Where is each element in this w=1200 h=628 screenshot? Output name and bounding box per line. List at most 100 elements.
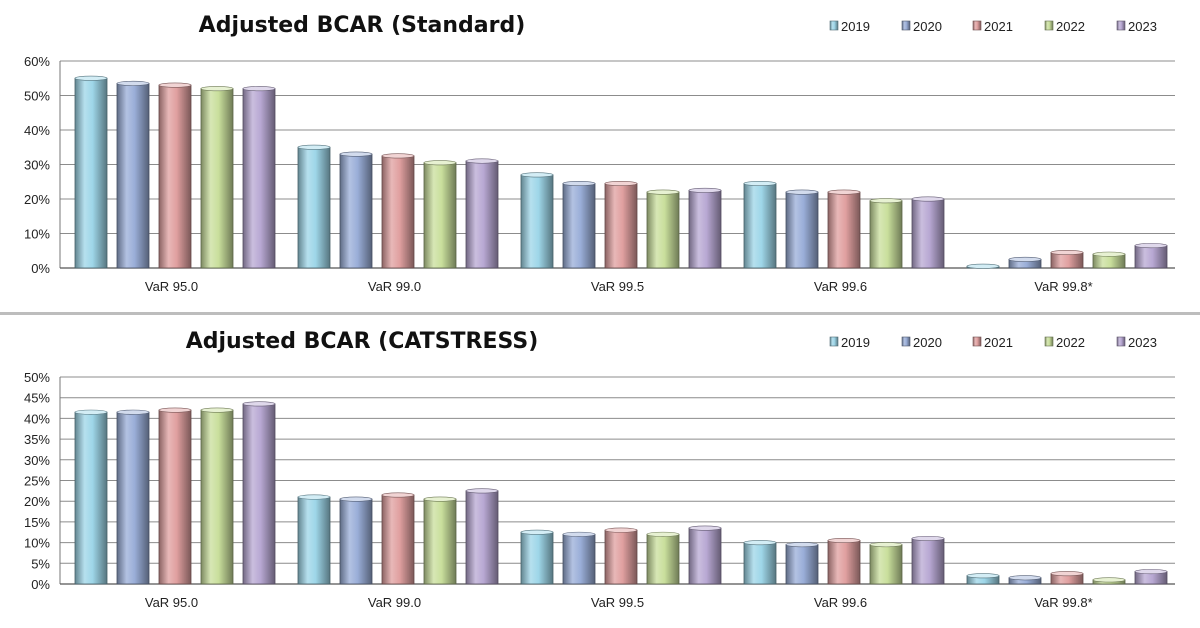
- bar-2023: [465, 490, 499, 585]
- bar-cap: [423, 496, 457, 502]
- bar-2022: [646, 191, 680, 269]
- bar-cap: [688, 525, 722, 531]
- bar-2021: [604, 529, 638, 585]
- bar-2023: [911, 198, 945, 269]
- bar-cap: [743, 540, 777, 546]
- legend-item-2023: 2023: [1116, 19, 1157, 34]
- bar-cap: [116, 409, 150, 415]
- bar-2019: [297, 496, 331, 585]
- bar-2023: [1134, 245, 1168, 269]
- y-tick-label: 10%: [24, 227, 50, 242]
- x-tick-label: VaR 99.5: [591, 595, 644, 610]
- bar-2019: [743, 542, 777, 585]
- bar-2022: [423, 162, 457, 269]
- bar-2021: [827, 191, 861, 269]
- bar-2022: [200, 409, 234, 585]
- legend-label: 2021: [984, 335, 1013, 350]
- legend-label: 2022: [1056, 335, 1085, 350]
- bar-2019: [74, 411, 108, 585]
- bar-2021: [158, 84, 192, 269]
- bar-cap: [562, 180, 596, 186]
- bar-cap: [242, 86, 276, 92]
- bar-cap: [423, 160, 457, 166]
- x-tick-label: VaR 95.0: [145, 279, 198, 294]
- x-tick-label: VaR 99.8*: [1034, 279, 1092, 294]
- bar-2022: [423, 498, 457, 585]
- bar-2019: [297, 146, 331, 269]
- bar-2021: [827, 540, 861, 585]
- bar-cap: [339, 151, 373, 157]
- bar-cap: [785, 189, 819, 195]
- bar-2020: [562, 533, 596, 585]
- bar-2021: [158, 409, 192, 585]
- x-tick-label: VaR 99.5: [591, 279, 644, 294]
- bar-2022: [869, 200, 903, 269]
- bar-2019: [520, 174, 554, 269]
- bar-2023: [465, 160, 499, 269]
- x-tick-label: VaR 99.6: [814, 279, 867, 294]
- bar-cap: [966, 263, 1000, 269]
- bar-cap: [827, 189, 861, 195]
- bar-cap: [297, 144, 331, 150]
- bar-2021: [381, 155, 415, 269]
- bar-cap: [1092, 251, 1126, 257]
- chart-standard-svg: Adjusted BCAR (Standard) 2019 2020 2021 2022…: [24, 13, 1175, 294]
- bar-cap: [911, 535, 945, 541]
- bar-cap: [743, 180, 777, 186]
- bar-cap: [604, 527, 638, 533]
- y-tick-label: 15%: [24, 515, 50, 530]
- legend-swatch: [1044, 20, 1054, 31]
- legend-item-2019: 2019: [829, 19, 870, 34]
- bar-cap: [242, 401, 276, 407]
- legend-item-2021: 2021: [972, 19, 1013, 34]
- y-tick-label: 30%: [24, 453, 50, 468]
- bar-2019: [520, 531, 554, 585]
- bar-cap: [827, 538, 861, 544]
- bar-cap: [381, 153, 415, 159]
- legend-swatch: [972, 20, 982, 31]
- bar-2020: [785, 191, 819, 269]
- bar-2021: [604, 183, 638, 269]
- y-tick-label: 30%: [24, 158, 50, 173]
- bar-2022: [646, 533, 680, 585]
- bar-cap: [465, 158, 499, 164]
- bar-2023: [242, 403, 276, 585]
- y-tick-label: 0%: [31, 261, 50, 276]
- chart-title: Adjusted BCAR (CATSTRESS): [186, 329, 539, 354]
- legend-label: 2022: [1056, 19, 1085, 34]
- y-tick-label: 0%: [31, 577, 50, 592]
- legend-swatch: [1044, 336, 1054, 347]
- chart-title: Adjusted BCAR (Standard): [199, 13, 526, 38]
- legend-item-2020: 2020: [901, 335, 942, 350]
- bar-2022: [200, 88, 234, 269]
- legend-label: 2023: [1128, 19, 1157, 34]
- bar-2023: [911, 538, 945, 585]
- bar-2020: [785, 544, 819, 585]
- legend-swatch: [901, 336, 911, 347]
- legend-label: 2019: [841, 335, 870, 350]
- bar-cap: [869, 198, 903, 204]
- bar-2020: [116, 83, 150, 269]
- bar-cap: [200, 86, 234, 92]
- bar-cap: [966, 573, 1000, 579]
- chart-catstress: Adjusted BCAR (CATSTRESS) 2019 2020 2021 202…: [0, 316, 1200, 628]
- legend-label: 2020: [913, 19, 942, 34]
- bar-cap: [1092, 577, 1126, 583]
- bar-cap: [1008, 256, 1042, 262]
- bar-2023: [688, 189, 722, 269]
- chart-catstress-svg: Adjusted BCAR (CATSTRESS) 2019 2020 2021 202…: [24, 329, 1175, 610]
- bar-cap: [158, 82, 192, 88]
- bar-cap: [74, 409, 108, 415]
- y-tick-label: 35%: [24, 432, 50, 447]
- bar-2020: [562, 183, 596, 269]
- legend-item-2020: 2020: [901, 19, 942, 34]
- y-tick-label: 25%: [24, 474, 50, 489]
- legend-item-2023: 2023: [1116, 335, 1157, 350]
- bar-2022: [869, 544, 903, 585]
- bar-cap: [869, 542, 903, 548]
- y-tick-label: 50%: [24, 89, 50, 104]
- y-tick-label: 5%: [31, 556, 50, 571]
- legend-label: 2020: [913, 335, 942, 350]
- y-tick-label: 50%: [24, 370, 50, 385]
- chart-divider: [0, 312, 1200, 315]
